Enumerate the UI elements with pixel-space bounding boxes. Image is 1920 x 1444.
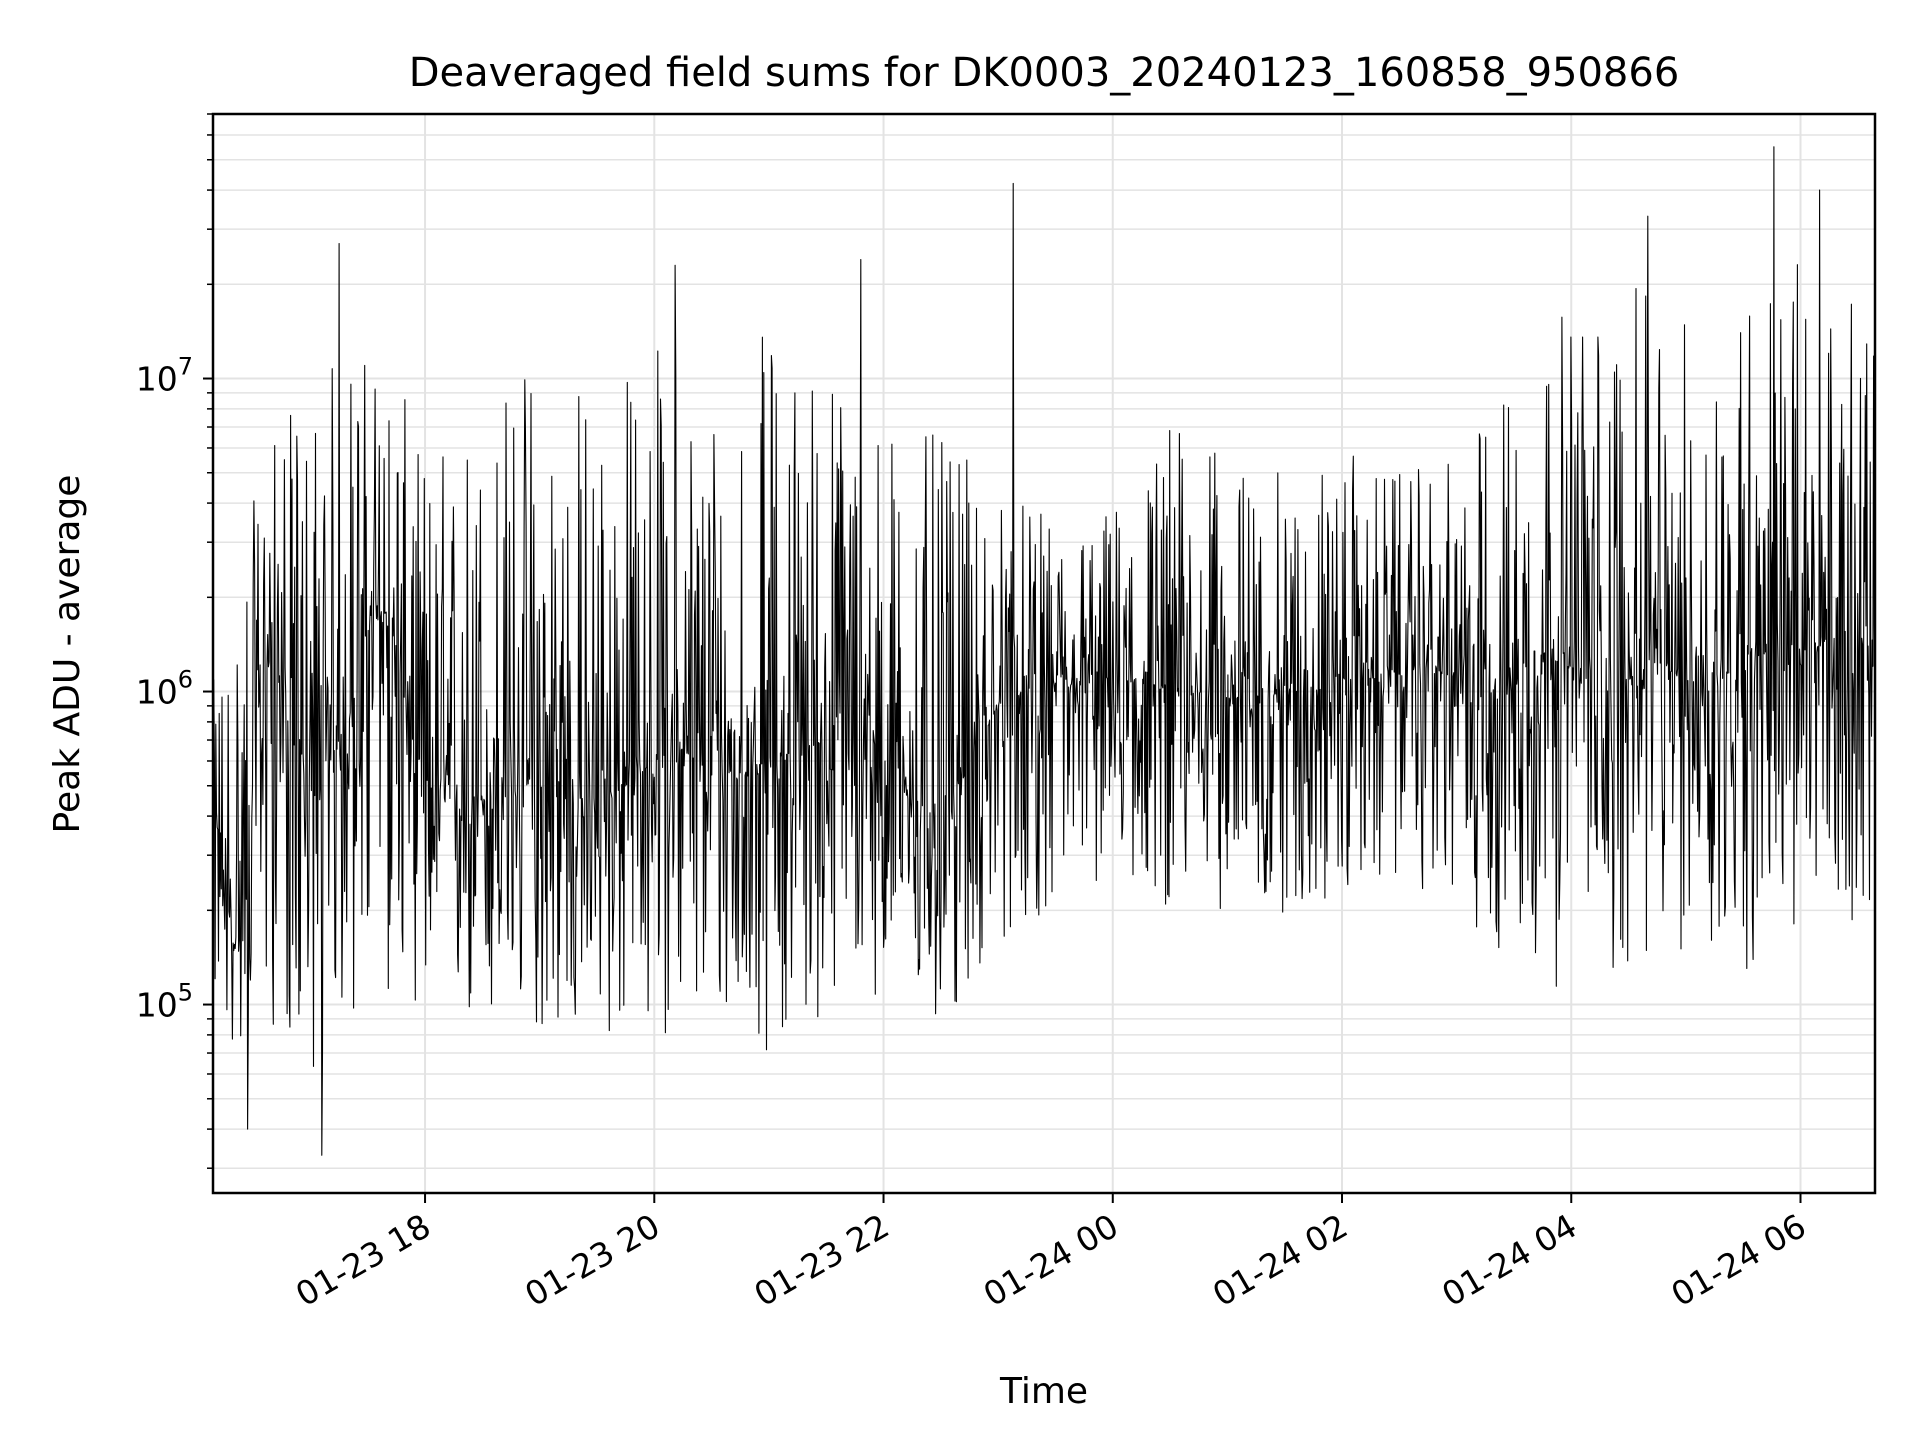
y-tick-label: 107 [136, 353, 193, 399]
series-layer [212, 146, 1876, 1156]
x-axis-label: Time [999, 1371, 1088, 1412]
y-axis-label: Peak ADU - average [47, 475, 88, 834]
y-tick-label: 105 [136, 979, 193, 1025]
y-tick-label: 106 [136, 666, 193, 712]
chart-title: Deaveraged field sums for DK0003_2024012… [409, 50, 1680, 96]
plot-frame [211, 112, 1877, 1195]
series-line [212, 146, 1876, 1156]
